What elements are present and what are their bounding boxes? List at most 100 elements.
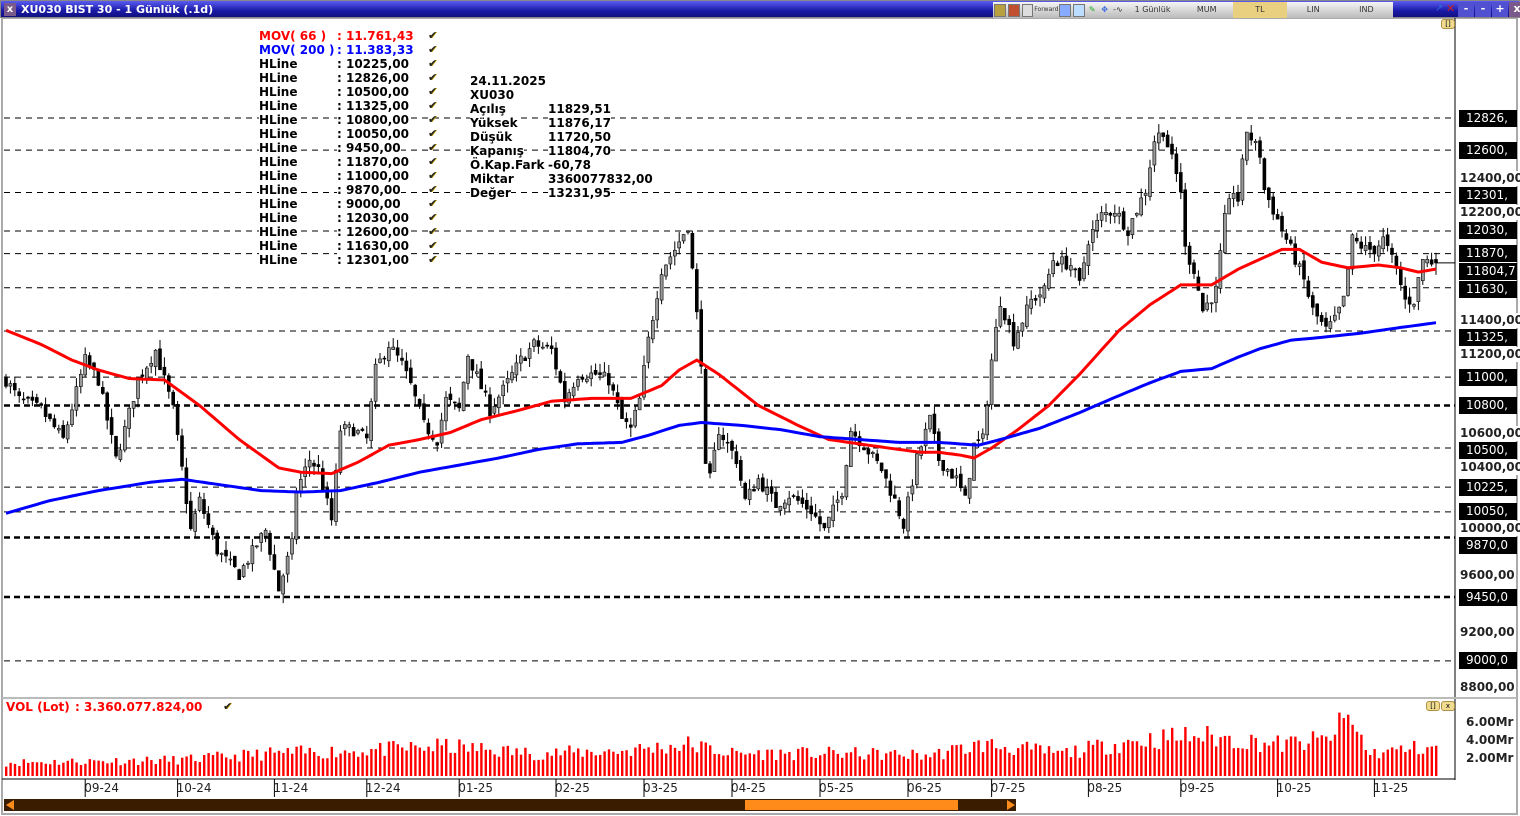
x-tick-label: 09-24 — [84, 781, 120, 795]
volume-bar — [387, 741, 391, 776]
panel-close-button[interactable]: x — [1441, 701, 1455, 711]
candle — [1064, 247, 1069, 271]
check-icon[interactable]: ✔ — [428, 197, 438, 210]
indicator-button[interactable]: IND — [1359, 5, 1374, 14]
close-window-button[interactable]: x — [1509, 2, 1520, 17]
linear-button[interactable]: LIN — [1306, 5, 1320, 14]
candle-body — [1161, 132, 1165, 137]
candle-body — [4, 376, 8, 387]
volume-bar — [695, 752, 699, 776]
candle — [422, 394, 426, 423]
check-icon[interactable]: ✔ — [428, 141, 438, 154]
shrink-button[interactable]: - — [1475, 2, 1491, 17]
check-icon[interactable]: ✔ — [428, 85, 438, 98]
volume-bar — [1294, 736, 1297, 776]
check-icon[interactable]: ✔ — [428, 155, 438, 168]
scrollbar-thumb[interactable] — [745, 800, 958, 810]
period-button[interactable]: 1 Günlük — [1134, 5, 1171, 14]
tool-icon[interactable] — [1007, 3, 1020, 17]
indicator-icon[interactable]: -∿ — [1113, 5, 1123, 14]
volume-bar — [1430, 746, 1433, 776]
volume-bar — [132, 758, 135, 776]
minimize-button[interactable]: - — [1458, 2, 1474, 17]
candle-body — [56, 428, 61, 431]
candle — [576, 375, 580, 391]
check-icon[interactable]: ✔ — [428, 99, 438, 112]
check-icon[interactable]: ✔ — [428, 239, 438, 252]
volume-bar — [665, 753, 668, 776]
volume-bar — [841, 757, 844, 776]
hline-value: : 9450,00 — [337, 141, 401, 155]
maximize-button[interactable]: + — [1492, 2, 1508, 17]
check-icon[interactable]: ✔ — [428, 57, 438, 70]
forward-button[interactable]: Forward — [1034, 6, 1059, 13]
tool-icon[interactable] — [994, 3, 1006, 17]
candle-body — [171, 391, 175, 406]
panel-restore-button[interactable]: [] — [1426, 701, 1440, 711]
volume-bar — [1105, 754, 1108, 776]
candle-body — [1209, 302, 1214, 305]
volume-bar — [172, 756, 175, 776]
check-icon[interactable]: ✔ — [428, 43, 438, 56]
candle — [136, 377, 140, 408]
candle-body — [932, 413, 937, 434]
move-icon[interactable]: ✥ — [1101, 5, 1108, 14]
candle — [844, 464, 849, 500]
check-icon[interactable]: ✔ — [428, 183, 438, 196]
check-icon[interactable]: ✔ — [428, 127, 438, 140]
volume-bar — [1325, 736, 1328, 776]
candle — [298, 472, 303, 498]
chart-icon[interactable] — [1073, 3, 1085, 17]
volume-bar — [269, 747, 272, 776]
pencil-icon[interactable]: ✎ — [1088, 5, 1096, 14]
candle-body — [1231, 192, 1236, 199]
check-icon[interactable]: ✔ — [428, 29, 438, 42]
panel-restore-button[interactable]: [] — [1441, 19, 1455, 29]
candle — [48, 413, 52, 422]
candle-body — [994, 327, 998, 362]
candle — [989, 353, 994, 410]
candle-body — [1223, 213, 1227, 253]
volume-bar — [1206, 726, 1209, 776]
candle-body — [197, 496, 202, 511]
scroll-right-icon[interactable] — [1007, 800, 1015, 810]
tools-icon[interactable]: ✕ — [1446, 2, 1456, 15]
scroll-left-icon[interactable] — [6, 800, 14, 810]
candle-body — [1328, 321, 1333, 329]
candle-button[interactable]: MUM — [1196, 5, 1217, 14]
volume-bar — [1184, 727, 1187, 776]
check-icon[interactable]: ✔ — [428, 253, 438, 266]
volume-bar — [1157, 749, 1161, 776]
volume-bar — [110, 762, 113, 776]
candle — [668, 251, 673, 270]
candle — [1016, 325, 1020, 350]
close-chart-button[interactable]: x — [4, 3, 16, 16]
volume-bar — [106, 763, 109, 776]
check-icon[interactable]: ✔ — [428, 211, 438, 224]
y-tick-label: 10000,00 — [1460, 521, 1520, 537]
candle — [963, 484, 968, 496]
grid-icon[interactable] — [1059, 3, 1072, 17]
check-icon[interactable]: ✔ — [428, 113, 438, 126]
volume-bar — [211, 755, 215, 776]
candle-body — [782, 502, 787, 509]
check-icon[interactable]: ✔ — [223, 700, 233, 713]
candle — [787, 491, 792, 513]
candle — [329, 489, 334, 526]
volume-bar — [1047, 746, 1051, 776]
candle-body — [721, 434, 726, 441]
arrow-icon[interactable]: ↗ — [1435, 3, 1444, 14]
check-icon[interactable]: ✔ — [428, 71, 438, 84]
info-value: 13231,95 — [548, 186, 612, 200]
candle — [1091, 220, 1095, 251]
volume-tick: 4.00Mr — [1466, 733, 1514, 747]
tl-button[interactable]: TL — [1233, 2, 1287, 18]
candle-body — [1425, 259, 1429, 264]
candle-body — [835, 499, 840, 503]
check-icon[interactable]: ✔ — [428, 169, 438, 182]
candle-body — [1020, 322, 1025, 332]
window-icon[interactable] — [1021, 3, 1034, 17]
candle — [131, 401, 136, 418]
candle-body — [1064, 255, 1069, 270]
check-icon[interactable]: ✔ — [428, 225, 438, 238]
